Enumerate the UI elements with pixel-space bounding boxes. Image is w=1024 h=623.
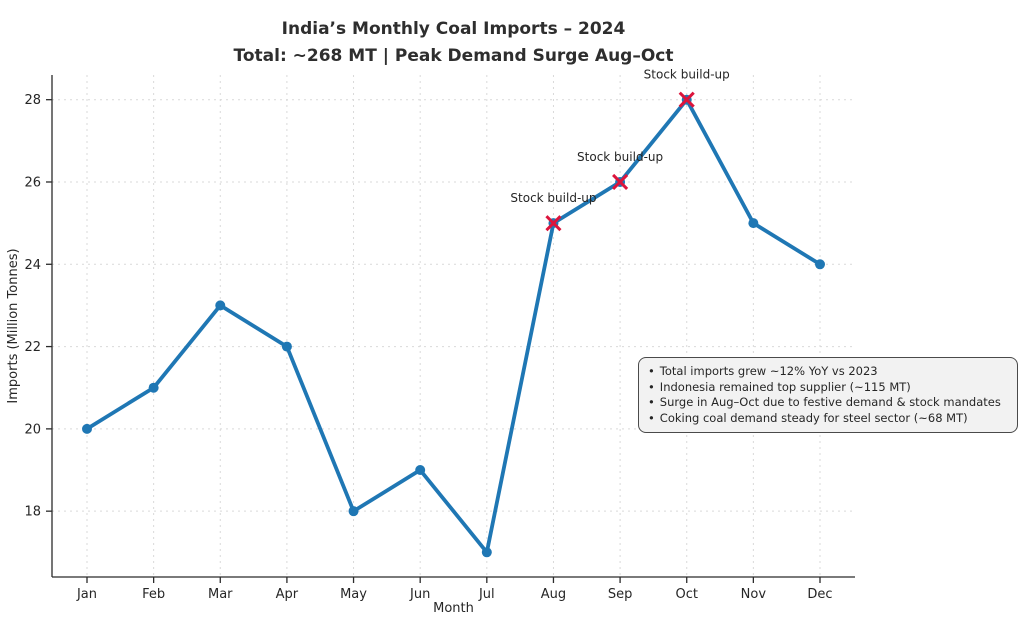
y-tick-label: 18 [24, 505, 41, 520]
x-tick-label: Sep [608, 587, 633, 602]
y-tick-label: 28 [24, 93, 41, 108]
data-point [415, 465, 426, 476]
stock-buildup-annotation: Stock build-up [577, 150, 663, 164]
data-point [82, 423, 92, 434]
stock-buildup-x-marker [678, 91, 695, 108]
x-axis-label: Month [433, 601, 474, 616]
data-point [215, 300, 226, 311]
stock-buildup-x-marker [545, 215, 562, 232]
stock-buildup-annotation: Stock build-up [644, 68, 730, 82]
x-tick-label: Jan [76, 587, 97, 602]
x-tick-label: Apr [276, 587, 299, 602]
stock-buildup-x-marker [612, 173, 629, 191]
chart-title: India’s Monthly Coal Imports – 2024 Tota… [0, 16, 907, 70]
data-point [148, 382, 159, 393]
y-tick-label: 26 [24, 175, 41, 190]
note-text: Surge in Aug–Oct due to festive demand &… [659, 395, 1001, 409]
x-tick-label: Jun [409, 587, 430, 602]
note-text: Indonesia remained top supplier (~115 MT… [659, 379, 911, 394]
x-tick-label: Feb [142, 587, 165, 602]
chart-title-line2: Total: ~268 MT | Peak Demand Surge Aug–O… [233, 46, 674, 66]
bullet-icon: • [648, 395, 655, 409]
note-item: • Indonesia remained top supplier (~115 M… [648, 380, 1008, 396]
stock-buildup-annotation: Stock build-up [510, 191, 596, 205]
insights-note-box: • Total imports grew ~12% YoY vs 2023 • In… [638, 357, 1018, 433]
y-tick-label: 22 [24, 340, 41, 355]
chart-title-line1: India’s Monthly Coal Imports – 2024 [281, 19, 626, 39]
data-point [815, 259, 825, 270]
note-item: • Coking coal demand steady for steel sec… [648, 411, 1008, 427]
note-item: • Total imports grew ~12% YoY vs 2023 [648, 364, 1008, 380]
data-point [348, 506, 359, 517]
x-tick-label: Oct [675, 587, 697, 602]
note-item: • Surge in Aug–Oct due to festive demand … [648, 395, 1008, 411]
x-tick-label: May [340, 587, 367, 602]
data-point [481, 547, 492, 558]
bullet-icon: • [648, 379, 655, 394]
x-tick-label: Jul [478, 587, 495, 602]
data-line [85, 97, 822, 555]
data-point [748, 218, 759, 229]
x-tick-label: Aug [541, 587, 566, 602]
x-tick-label: Mar [208, 587, 233, 602]
note-text: Total imports grew ~12% YoY vs 2023 [659, 364, 878, 378]
y-tick-label: 24 [24, 258, 41, 273]
bullet-icon: • [648, 410, 655, 425]
y-tick-label: 20 [24, 422, 41, 437]
y-axis-label: Imports (Million Tonnes) [6, 248, 21, 403]
data-point [281, 341, 292, 352]
x-tick-label: Nov [741, 587, 767, 602]
note-text: Coking coal demand steady for steel sect… [659, 410, 968, 425]
x-tick-label: Dec [807, 587, 832, 602]
bullet-icon: • [648, 364, 655, 378]
